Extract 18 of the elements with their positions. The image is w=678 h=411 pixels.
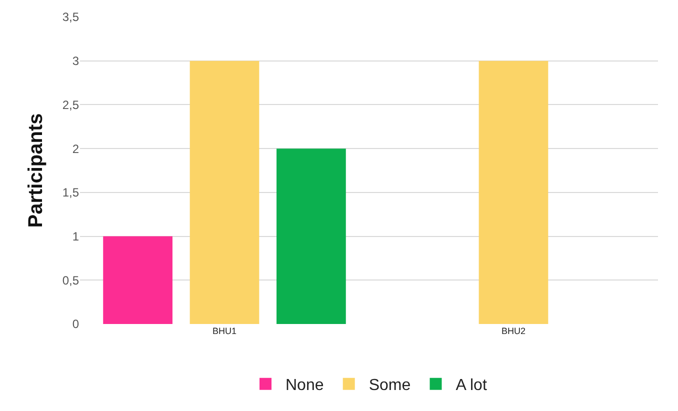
y-tick-label: 3,5 [62, 10, 80, 24]
y-tick-label: 2 [72, 142, 80, 156]
legend-label: None [286, 377, 324, 394]
bar [478, 60, 548, 324]
x-tick-label: BHU1 [212, 326, 237, 336]
y-tick-label: 1,5 [62, 186, 80, 200]
y-tick-label: 0 [72, 317, 80, 332]
y-tick-label: 1 [72, 229, 80, 244]
bar [190, 60, 260, 324]
y-tick-label: 3 [72, 54, 80, 68]
bar [103, 236, 172, 324]
bar [276, 148, 346, 324]
y-axis-title: Participants [24, 113, 47, 228]
y-tick-label: 2,5 [62, 98, 80, 112]
y-tick-label: 0,5 [62, 273, 80, 288]
legend-label: A lot [456, 377, 488, 394]
legend-label: Some [368, 377, 411, 394]
x-tick-label: BHU2 [501, 326, 526, 336]
